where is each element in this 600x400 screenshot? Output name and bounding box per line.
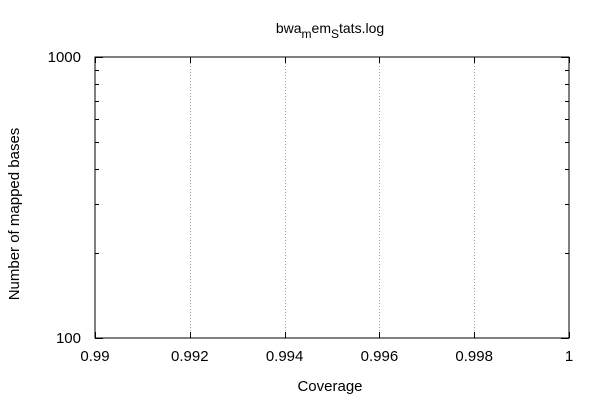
chart-title-part: S — [331, 27, 339, 41]
grid-layer — [190, 57, 475, 338]
plot-frame — [94, 56, 570, 339]
chart-title-part: tats.log — [339, 20, 384, 36]
y-tick-label: 100 — [56, 330, 81, 347]
x-tick-label: 0.996 — [361, 348, 399, 365]
chart-title-part: m — [302, 27, 312, 41]
x-tick-label: 0.992 — [171, 348, 209, 365]
chart-title-part: bwa — [276, 20, 302, 36]
tick-label-layer: 0.99 0.992 0.994 0.996 0.998 1 100 1000 — [48, 49, 574, 365]
chart-title-part: em — [312, 20, 331, 36]
x-tick-label: 0.99 — [80, 348, 109, 365]
x-axis-label: Coverage — [297, 378, 362, 395]
chart-title: bwamemStats.log — [276, 20, 384, 41]
tick-layer — [95, 57, 570, 339]
y-tick-label: 1000 — [48, 49, 81, 66]
x-tick-label: 1 — [565, 348, 573, 365]
y-axis-label: Number of mapped bases — [6, 128, 23, 301]
x-tick-label: 0.994 — [266, 348, 304, 365]
x-tick-label: 0.998 — [455, 348, 493, 365]
